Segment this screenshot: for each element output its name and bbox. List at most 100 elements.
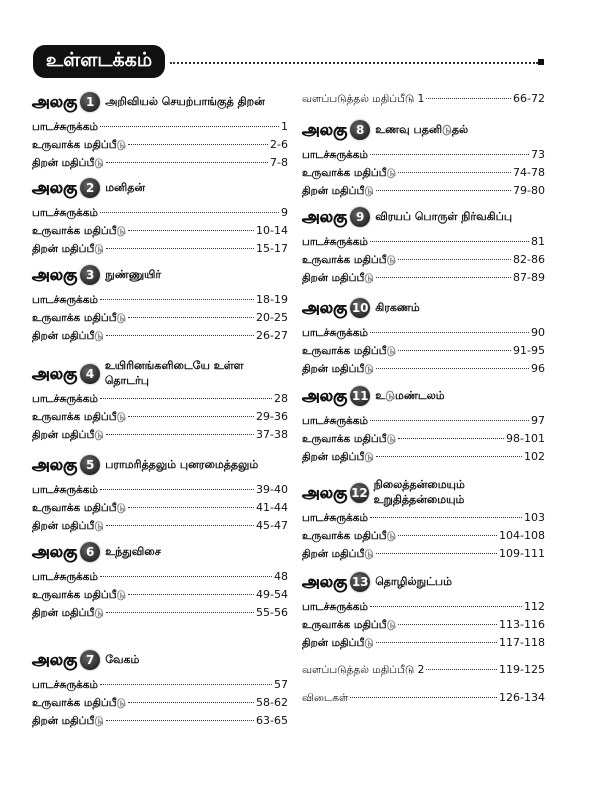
page-range: 63-65 [256, 714, 288, 727]
toc-entry[interactable]: வளப்படுத்தல் மதிப்பீடு 1 66-72 [302, 92, 545, 110]
entry-label: பாடச்சுருக்கம் [32, 484, 98, 496]
unit-title: உணவு பதனிடுதல் [375, 122, 469, 136]
page-range: 49-54 [256, 588, 288, 601]
dot-leader [369, 606, 522, 607]
page-range: 37-38 [256, 428, 288, 441]
toc-entry[interactable]: பாடச்சுருக்கம் 9 [32, 206, 288, 224]
dot-leader [397, 172, 512, 173]
toc-entry[interactable]: திறன் மதிப்பீடு 55-56 [32, 606, 288, 624]
toc-entry[interactable]: உருவாக்க மதிப்பீடு 98-101 [302, 432, 545, 450]
toc-entry[interactable]: பாடச்சுருக்கம் 39-40 [32, 483, 288, 501]
entry-label: திறன் மதிப்பீடு [302, 272, 374, 284]
toc-entry[interactable]: வளப்படுத்தல் மதிப்பீடு 2 119-125 [302, 663, 545, 681]
toc-entry[interactable]: திறன் மதிப்பீடு 45-47 [32, 519, 288, 537]
page-range: 26-27 [256, 329, 288, 342]
dot-leader [375, 277, 512, 278]
dot-leader [397, 259, 512, 260]
toc-entry[interactable]: பாடச்சுருக்கம் 28 [32, 392, 288, 410]
entry-label: உருவாக்க மதிப்பீடு [32, 139, 126, 151]
toc-entry[interactable]: திறன் மதிப்பீடு 87-89 [302, 271, 545, 289]
unit-header: அலகு 1 அறிவியல் செயற்பாங்குத் திறன் [32, 90, 288, 114]
extra-entry: வளப்படுத்தல் மதிப்பீடு 2 119-125 [302, 663, 545, 681]
toc-entry[interactable]: பாடச்சுருக்கம் 1 [32, 120, 288, 138]
toc-entry[interactable]: பாடச்சுருக்கம் 103 [302, 511, 545, 529]
extra-entry: வளப்படுத்தல் மதிப்பீடு 1 66-72 [302, 92, 545, 110]
unit-number-badge: 8 [350, 120, 371, 140]
unit-9: அலகு 9 விரயப் பொருள் நிர்வகிப்பு பாடச்சு… [302, 205, 545, 289]
toc-entry[interactable]: உருவாக்க மதிப்பீடு 82-86 [302, 253, 545, 271]
dot-leader [99, 576, 272, 577]
dot-leader [105, 612, 255, 613]
toc-entry[interactable]: உருவாக்க மதிப்பீடு 29-36 [32, 410, 288, 428]
page-range: 48 [274, 570, 288, 583]
dot-leader [375, 190, 512, 191]
toc-entry[interactable]: உருவாக்க மதிப்பீடு 91-95 [302, 344, 545, 362]
toc-entry[interactable]: உருவாக்க மதிப்பீடு 49-54 [32, 588, 288, 606]
unit-title: உயிரினங்களிடையே உள்ள தொடர்பு [104, 359, 244, 387]
toc-entry[interactable]: திறன் மதிப்பீடு 109-111 [302, 547, 545, 565]
toc-entry[interactable]: உருவாக்க மதிப்பீடு 113-116 [302, 618, 545, 636]
toc-entry[interactable]: உருவாக்க மதிப்பீடு 20-25 [32, 311, 288, 329]
unit-header: அலகு 12 நிலைத்தன்மையும் உறுதித்தன்மையும் [302, 478, 545, 506]
dot-leader [397, 438, 505, 439]
page-range: 109-111 [499, 547, 545, 560]
unit-7: அலகு 7 வேகம் பாடச்சுருக்கம் 57 உருவாக்க … [32, 648, 288, 732]
entry-label: திறன் மதிப்பீடு [302, 363, 374, 375]
unit-title: அறிவியல் செயற்பாங்குத் திறன் [105, 94, 265, 108]
unit-number-badge: 12 [350, 483, 369, 503]
unit-number-badge: 2 [80, 178, 101, 198]
toc-entry[interactable]: உருவாக்க மதிப்பீடு 10-14 [32, 224, 288, 242]
page-range: 58-62 [256, 696, 288, 709]
unit-header: அலகு 9 விரயப் பொருள் நிர்வகிப்பு [302, 205, 545, 229]
dot-leader [105, 720, 255, 721]
page-range: 41-44 [256, 501, 288, 514]
toc-entry[interactable]: பாடச்சுருக்கம் 97 [302, 414, 545, 432]
toc-entry[interactable]: பாடச்சுருக்கம் 81 [302, 235, 545, 253]
toc-entry[interactable]: திறன் மதிப்பீடு 102 [302, 450, 545, 468]
dot-leader [375, 456, 522, 457]
toc-entry[interactable]: திறன் மதிப்பீடு 37-38 [32, 428, 288, 446]
entry-label: பாடச்சுருக்கம் [32, 207, 98, 219]
page-range: 74-78 [513, 166, 545, 179]
toc-entry[interactable]: திறன் மதிப்பீடு 79-80 [302, 184, 545, 202]
unit-number-badge: 7 [80, 650, 101, 670]
dot-leader [99, 212, 279, 213]
toc-entry[interactable]: திறன் மதிப்பீடு 63-65 [32, 714, 288, 732]
toc-entry[interactable]: உருவாக்க மதிப்பீடு 104-108 [302, 529, 545, 547]
toc-entry[interactable]: உருவாக்க மதிப்பீடு 58-62 [32, 696, 288, 714]
dot-leader [397, 350, 512, 351]
page-range: 45-47 [256, 519, 288, 532]
toc-entry[interactable]: பாடச்சுருக்கம் 57 [32, 678, 288, 696]
toc-entry[interactable]: பாடச்சுருக்கம் 48 [32, 570, 288, 588]
toc-entry[interactable]: பாடச்சுருக்கம் 90 [302, 326, 545, 344]
toc-entry[interactable]: திறன் மதிப்பீடு 96 [302, 362, 545, 380]
unit-title: விரயப் பொருள் நிர்வகிப்பு [375, 209, 513, 223]
toc-entry[interactable]: திறன் மதிப்பீடு 26-27 [32, 329, 288, 347]
entry-label: பாடச்சுருக்கம் [32, 679, 98, 691]
toc-entry[interactable]: திறன் மதிப்பீடு 117-118 [302, 636, 545, 654]
dot-leader [105, 525, 255, 526]
page-range: 102 [524, 450, 545, 463]
toc-entry[interactable]: திறன் மதிப்பீடு 7-8 [32, 156, 288, 174]
toc-entry[interactable]: திறன் மதிப்பீடு 15-17 [32, 242, 288, 260]
unit-word: அலகு [302, 571, 348, 591]
entry-label: திறன் மதிப்பீடு [302, 451, 374, 463]
toc-entry[interactable]: பாடச்சுருக்கம் 18-19 [32, 293, 288, 311]
unit-6: அலகு 6 உந்துவிசை பாடச்சுருக்கம் 48 உருவா… [32, 540, 288, 624]
toc-entry[interactable]: உருவாக்க மதிப்பீடு 41-44 [32, 501, 288, 519]
toc-entry[interactable]: பாடச்சுருக்கம் 73 [302, 148, 545, 166]
rule-end-square [538, 59, 544, 65]
entry-label: உருவாக்க மதிப்பீடு [302, 530, 396, 542]
entry-label: பாடச்சுருக்கம் [32, 393, 98, 405]
toc-entry[interactable]: உருவாக்க மதிப்பீடு 2-6 [32, 138, 288, 156]
entry-label: உருவாக்க மதிப்பீடு [32, 697, 126, 709]
entry-label: பாடச்சுருக்கம் [302, 149, 368, 161]
entry-label: பாடச்சுருக்கம் [302, 601, 368, 613]
toc-entry[interactable]: உருவாக்க மதிப்பீடு 74-78 [302, 166, 545, 184]
unit-number-badge: 1 [80, 92, 101, 112]
toc-entry[interactable]: பாடச்சுருக்கம் 112 [302, 600, 545, 618]
dot-leader [375, 553, 498, 554]
entry-label: உருவாக்க மதிப்பீடு [32, 312, 126, 324]
toc-entry[interactable]: விடைகள் 126-134 [302, 691, 545, 709]
page-range: 9 [281, 206, 288, 219]
